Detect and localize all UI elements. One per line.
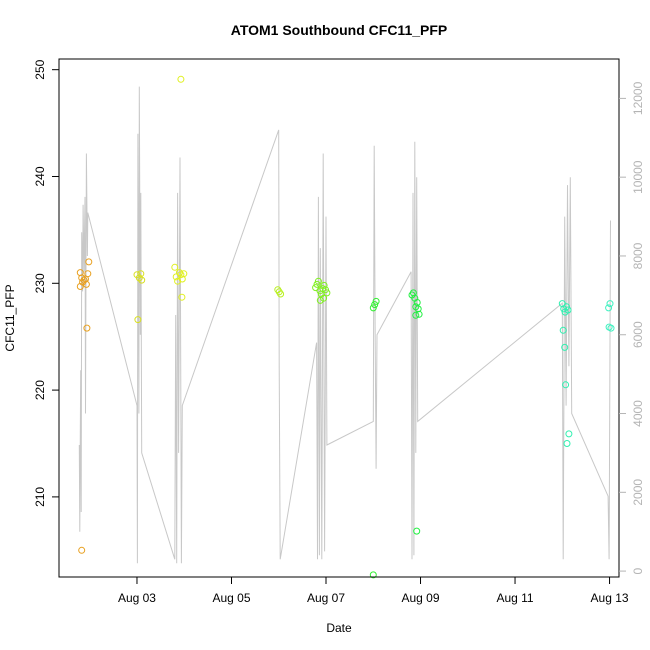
x-tick-label: Aug 09 <box>401 591 439 605</box>
x-tick-label: Aug 07 <box>307 591 345 605</box>
x-axis: Aug 03 Aug 05 Aug 07 Aug 09 Aug 11 Aug 13 <box>118 577 629 605</box>
y-tick-label: 250 <box>33 59 47 79</box>
data-point <box>172 264 178 270</box>
cfc11-chart: ATOM1 Southbound CFC11_PFP Date CFC11_PF… <box>0 0 650 650</box>
y2-tick-label: 10000 <box>631 160 645 194</box>
x-tick-label: Aug 11 <box>496 591 533 605</box>
y-tick-label: 240 <box>33 166 47 186</box>
data-point <box>178 76 184 82</box>
data-point <box>79 547 85 553</box>
y-tick-label: 210 <box>33 487 47 507</box>
y2-axis: 0 2000 4000 6000 8000 10000 12000 <box>619 81 645 574</box>
y2-tick-label: 12000 <box>631 81 645 115</box>
x-tick-label: Aug 05 <box>212 591 250 605</box>
y-axis-label: CFC11_PFP <box>3 284 17 351</box>
y2-tick-label: 4000 <box>631 400 645 427</box>
data-point <box>564 441 570 447</box>
y2-tick-label: 8000 <box>631 242 645 269</box>
altitude-trace-layer <box>79 87 610 564</box>
y2-tick-label: 6000 <box>631 321 645 348</box>
chart-title: ATOM1 Southbound CFC11_PFP <box>231 22 448 38</box>
x-tick-label: Aug 13 <box>591 591 629 605</box>
data-point <box>608 325 614 331</box>
data-point <box>84 325 90 331</box>
y2-tick-label: 2000 <box>631 479 645 506</box>
data-point <box>566 431 572 437</box>
data-point <box>414 528 420 534</box>
altitude-trace-line <box>79 87 610 564</box>
data-point <box>86 259 92 265</box>
y2-tick-label: 0 <box>631 567 645 574</box>
y-tick-label: 220 <box>33 380 47 400</box>
x-axis-label: Date <box>326 621 352 635</box>
plot-frame <box>59 59 619 577</box>
x-tick-label: Aug 03 <box>118 591 156 605</box>
y-tick-label: 230 <box>33 273 47 293</box>
y-axis: 210 220 230 240 250 <box>33 59 59 507</box>
